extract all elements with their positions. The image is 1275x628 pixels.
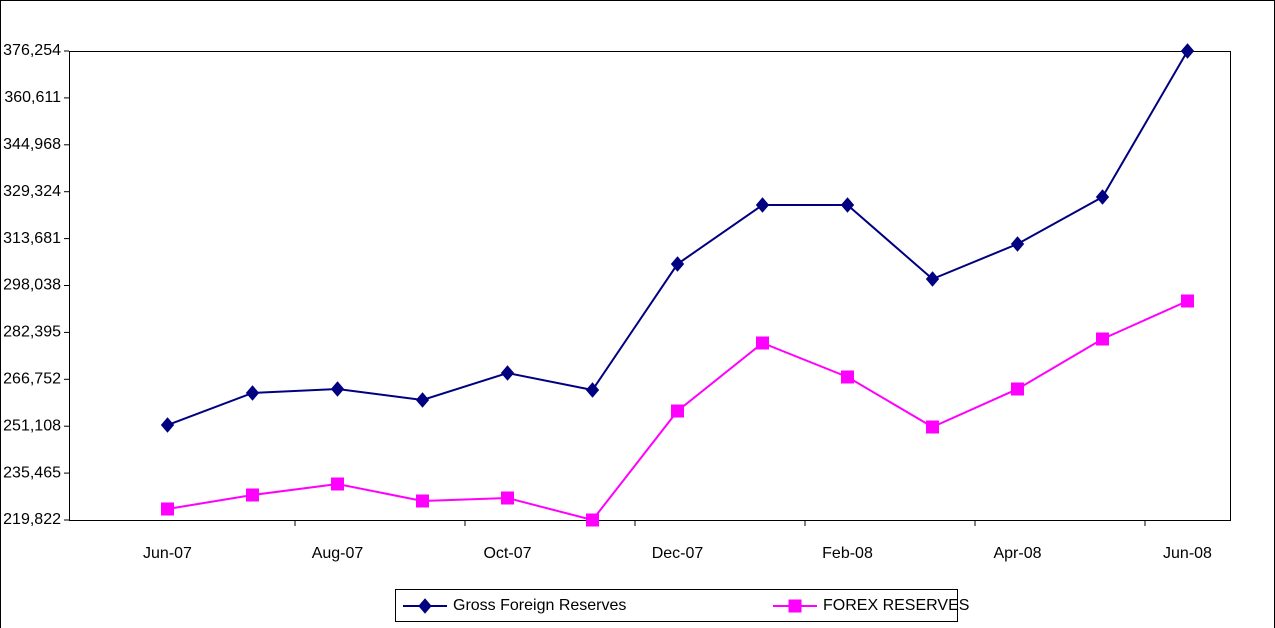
y-tick-label: 376,254 [3, 42, 61, 59]
point [1011, 382, 1024, 396]
point [926, 420, 939, 434]
point [415, 392, 430, 408]
plot-area [69, 51, 1231, 521]
y-tick-label: 235,465 [3, 464, 61, 481]
y-tick-label: 344,968 [3, 136, 61, 153]
legend-label: FOREX RESERVES [823, 597, 969, 614]
point [585, 382, 600, 398]
point [1096, 332, 1109, 346]
legend-box [395, 589, 958, 622]
point [161, 502, 174, 516]
y-tick-label: 282,395 [3, 324, 61, 341]
y-tick-label: 251,108 [3, 417, 61, 434]
point [501, 491, 514, 505]
point [1180, 43, 1195, 59]
x-tick-label: Jun-07 [143, 545, 192, 562]
point [756, 336, 769, 350]
point [841, 370, 854, 384]
y-tick-label: 298,038 [3, 277, 61, 294]
point [1095, 189, 1110, 205]
point [1181, 294, 1194, 308]
x-tick-label: Feb-08 [822, 545, 873, 562]
point [925, 271, 940, 287]
point [160, 417, 175, 433]
point [330, 381, 345, 397]
point [670, 256, 685, 272]
y-tick-label: 266,752 [3, 371, 61, 388]
point [671, 404, 684, 418]
y-tick-label: 360,611 [4, 89, 61, 106]
x-tick-label: Oct-07 [483, 545, 531, 562]
point [418, 598, 432, 614]
x-tick-label: Jun-08 [1163, 545, 1212, 562]
y-tick-label: 329,324 [3, 183, 61, 200]
y-tick-label: 313,681 [3, 230, 61, 247]
x-tick-label: Aug-07 [312, 545, 364, 562]
point [586, 513, 599, 527]
point [246, 488, 259, 502]
point [755, 197, 770, 213]
point [1010, 236, 1025, 252]
y-tick-label: 219,822 [3, 511, 61, 528]
point [416, 494, 429, 508]
point [788, 599, 802, 613]
point [500, 365, 515, 381]
x-tick-label: Apr-08 [993, 545, 1041, 562]
point [840, 197, 855, 213]
point [245, 385, 260, 401]
legend-label: Gross Foreign Reserves [453, 597, 626, 614]
x-tick-label: Dec-07 [652, 545, 704, 562]
point [331, 477, 344, 491]
